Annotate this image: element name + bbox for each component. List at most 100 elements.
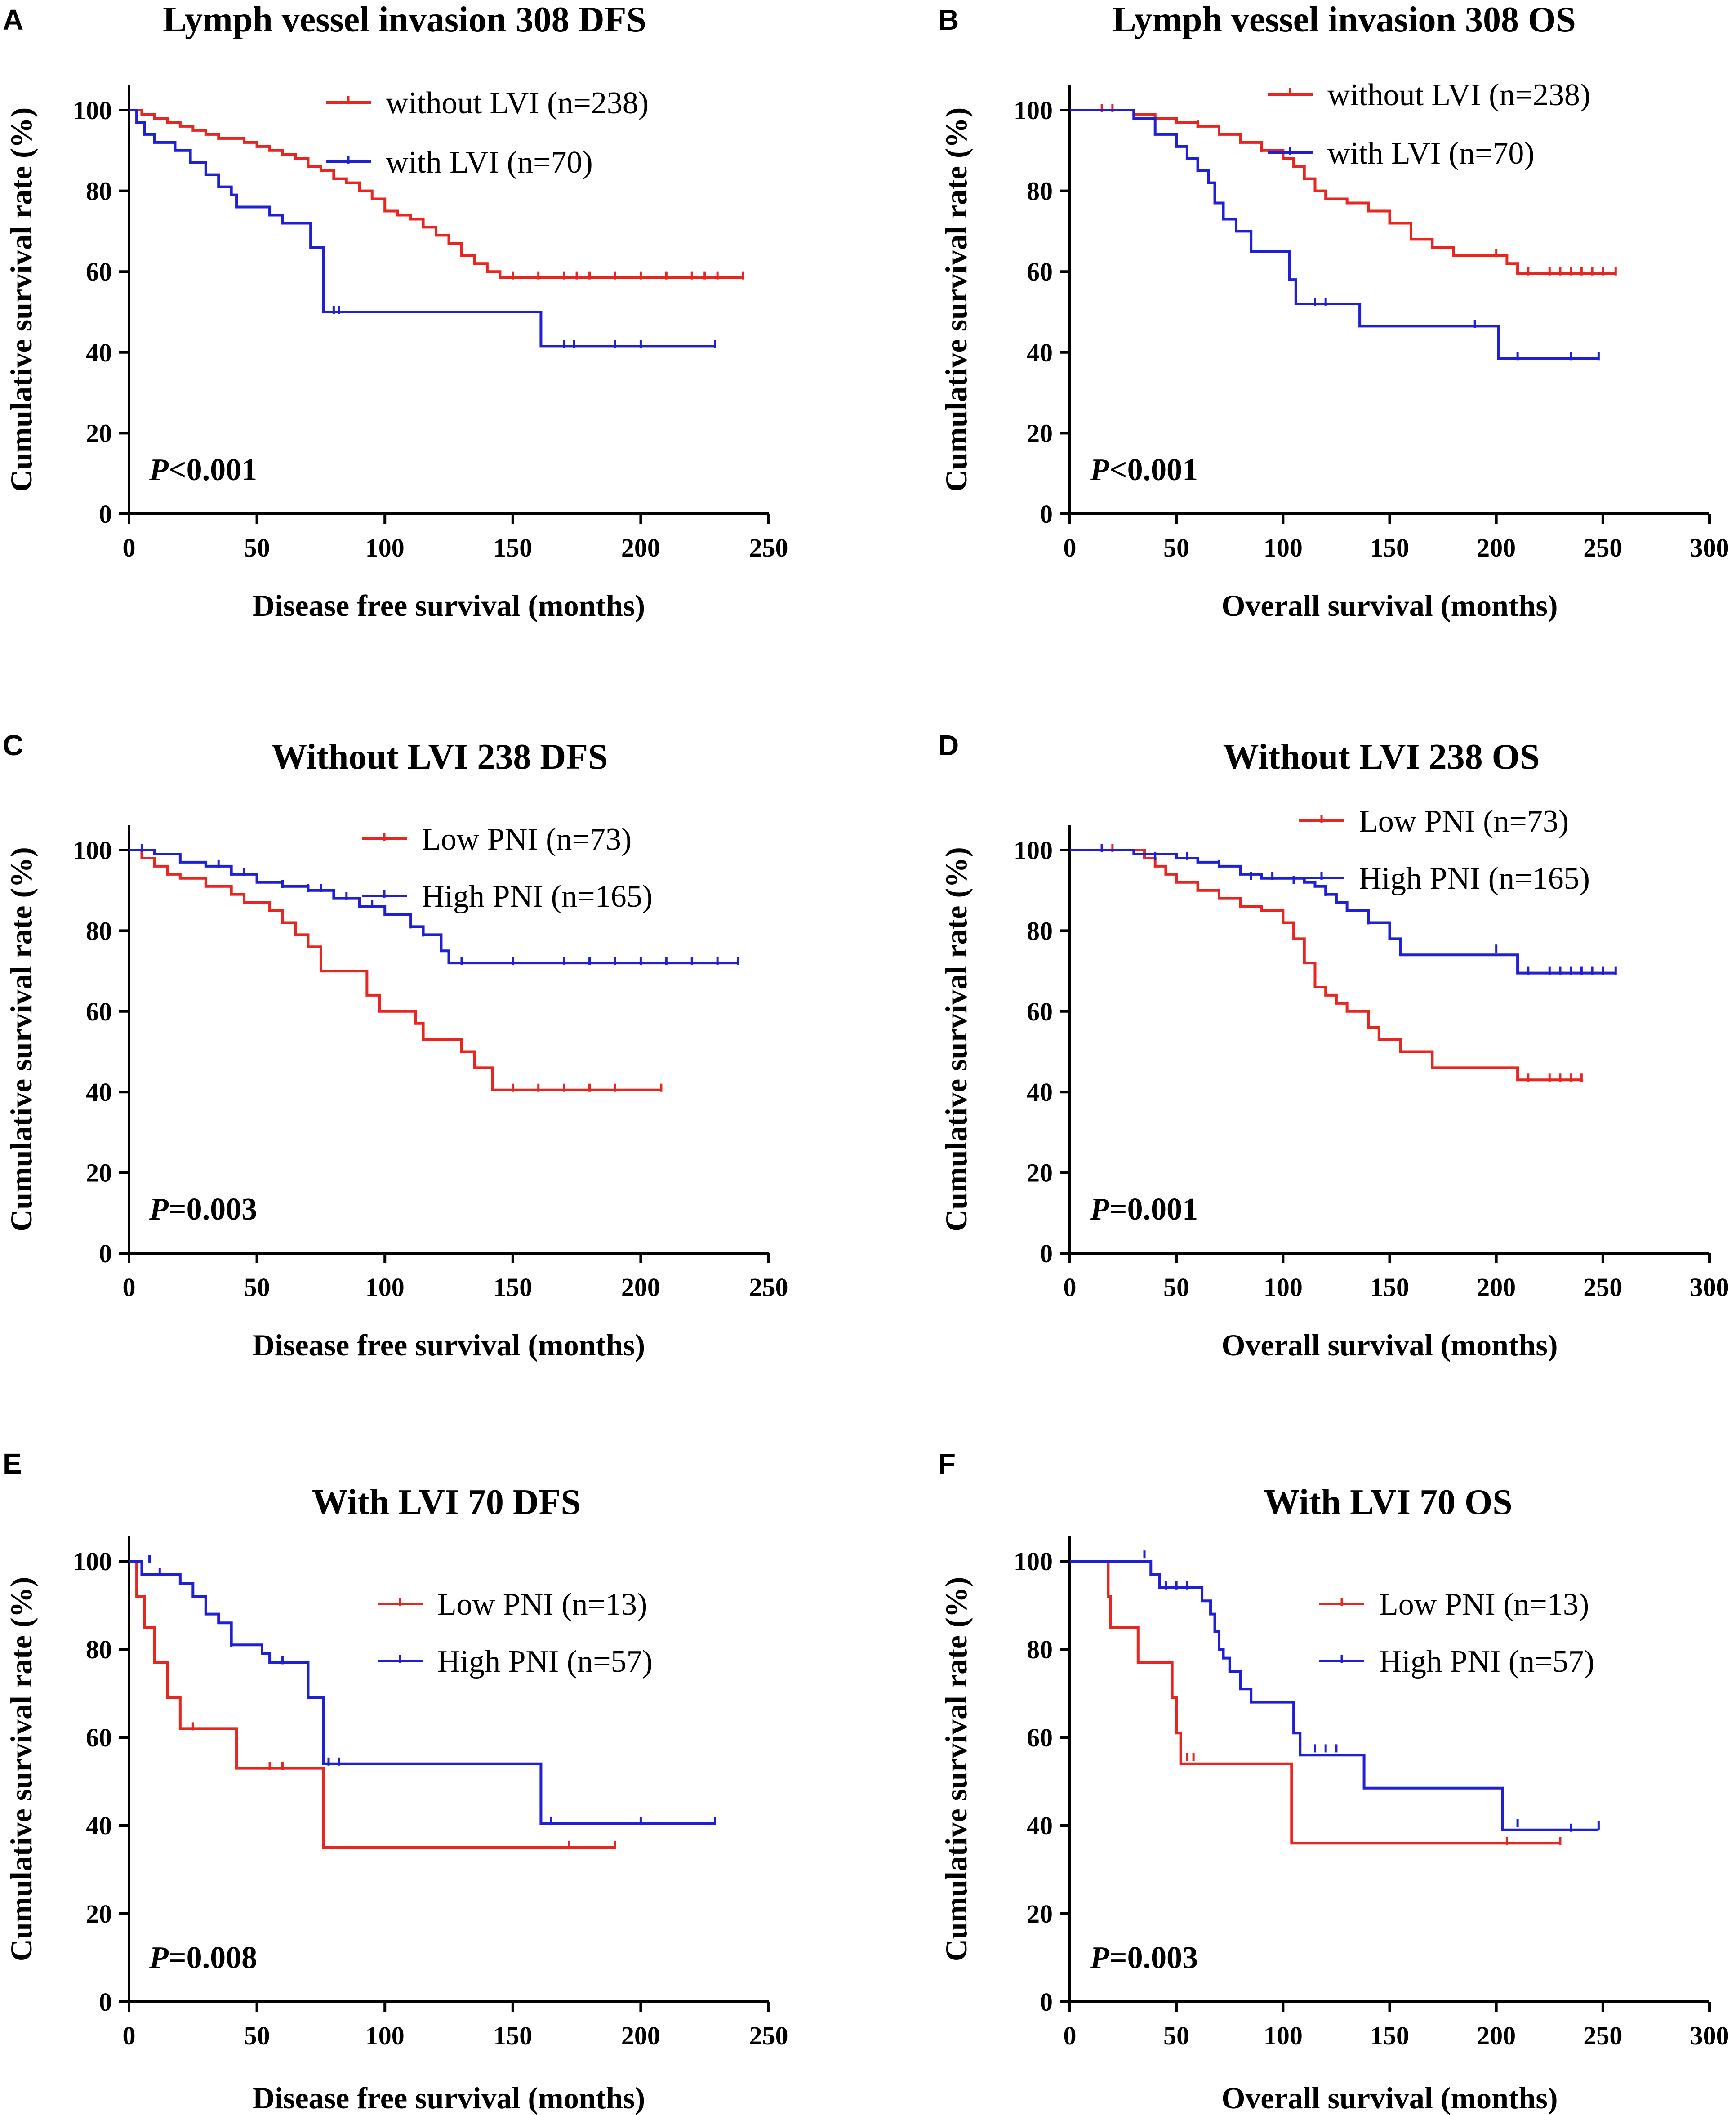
- x-tick-label: 200: [621, 533, 660, 562]
- legend-label: High PNI (n=165): [422, 879, 653, 914]
- x-tick-label: 250: [749, 2021, 788, 2050]
- x-tick-label: 100: [365, 2021, 405, 2050]
- x-tick-label: 300: [1690, 1273, 1729, 1302]
- y-tick-label: 60: [1027, 257, 1053, 286]
- panel-f: F With LVI 70 OS 0 20 40 60 80 100 0 50 100 150 200 2…: [938, 1447, 1729, 2115]
- y-tick-label: 20: [86, 419, 112, 448]
- chart-title: With LVI 70 OS: [1264, 1483, 1513, 1522]
- x-tick-label: 50: [244, 2021, 270, 2050]
- y-tick-label: 0: [1040, 1987, 1053, 2017]
- y-tick-label: 40: [1027, 338, 1053, 367]
- y-tick-label: 0: [99, 1239, 112, 1268]
- x-tick-label: 50: [1163, 2021, 1189, 2050]
- y-tick-label: 100: [73, 836, 112, 865]
- y-axis-title: Cumulative survival rate (%): [939, 107, 973, 492]
- legend-label: Low PNI (n=13): [437, 1587, 647, 1622]
- x-tick-label: 300: [1690, 533, 1729, 562]
- y-tick-label: 80: [86, 177, 112, 206]
- legend-label: without LVI (n=238): [386, 86, 649, 120]
- legend-label: without LVI (n=238): [1327, 78, 1590, 112]
- panel-d: D Without LVI 238 OS 0 20 40 60 80 100 0 50 100 150…: [938, 729, 1729, 1362]
- chart-title: Lymph vessel invasion 308 DFS: [163, 0, 646, 40]
- panel-letter: B: [938, 4, 959, 36]
- y-tick-label: 0: [99, 499, 112, 529]
- x-tick-label: 150: [1370, 533, 1409, 562]
- chart-title: With LVI 70 DFS: [312, 1483, 581, 1522]
- y-tick-label: 40: [1027, 1078, 1053, 1107]
- legend-label: High PNI (n=57): [1379, 1644, 1594, 1679]
- x-axis-title: Overall survival (months): [1222, 2081, 1558, 2115]
- panel-letter: C: [3, 729, 23, 761]
- x-tick-label: 150: [1370, 2021, 1409, 2050]
- panel-c: C Without LVI 238 DFS 0 20 40 60 80 100 0 50 100 15…: [3, 729, 788, 1362]
- series-line-0: [129, 849, 661, 1091]
- panel-letter: E: [3, 1447, 22, 1480]
- chart-title: Without LVI 238 OS: [1223, 737, 1540, 777]
- series-line-0: [1070, 1560, 1560, 1845]
- chart-title: Lymph vessel invasion 308 OS: [1112, 0, 1576, 40]
- p-value: P=0.001: [1090, 1192, 1198, 1227]
- x-axis-title: Disease free survival (months): [253, 1328, 645, 1362]
- x-tick-label: 200: [621, 2021, 660, 2050]
- p-value: P<0.001: [1090, 453, 1198, 487]
- x-tick-label: 150: [493, 1273, 532, 1302]
- x-axis-title: Overall survival (months): [1222, 588, 1558, 623]
- x-tick-label: 50: [1163, 1273, 1189, 1302]
- x-tick-label: 100: [1264, 2021, 1303, 2050]
- x-tick-label: 50: [244, 533, 270, 562]
- y-tick-label: 60: [86, 257, 112, 286]
- legend-label: Low PNI (n=73): [1359, 804, 1569, 839]
- p-value: P=0.003: [1090, 1941, 1198, 1975]
- series-line-1: [129, 109, 715, 348]
- chart-title: Without LVI 238 DFS: [271, 737, 608, 777]
- panel-e: E With LVI 70 DFS 0 20 40 60 80 100 0 50 100 150 200…: [3, 1447, 788, 2115]
- x-tick-label: 100: [1264, 533, 1303, 562]
- y-tick-label: 80: [1027, 916, 1053, 945]
- series-line-0: [129, 1560, 615, 1849]
- legend-label: with LVI (n=70): [386, 145, 593, 180]
- y-tick-label: 0: [1040, 499, 1053, 529]
- series-line-1: [1070, 849, 1616, 975]
- y-tick-label: 60: [86, 1723, 112, 1752]
- panel-b: B Lymph vessel invasion 308 OS 0 20 40 60 80 10…: [938, 0, 1729, 623]
- x-tick-label: 50: [244, 1273, 270, 1302]
- series-line-1: [129, 849, 738, 965]
- x-tick-label: 0: [1064, 2021, 1077, 2050]
- y-tick-label: 100: [73, 1547, 112, 1576]
- x-tick-label: 100: [1264, 1273, 1303, 1302]
- y-tick-label: 60: [1027, 997, 1053, 1026]
- panel-letter: D: [938, 729, 959, 761]
- y-tick-label: 100: [1014, 96, 1053, 125]
- x-tick-label: 200: [1477, 533, 1516, 562]
- y-tick-label: 0: [1040, 1239, 1053, 1268]
- x-tick-label: 200: [1477, 1273, 1516, 1302]
- p-value: P=0.003: [149, 1192, 257, 1227]
- x-tick-label: 250: [1583, 533, 1622, 562]
- y-axis-title: Cumulative survival rate (%): [939, 847, 973, 1232]
- series-line-0: [1070, 109, 1616, 275]
- y-tick-label: 80: [1027, 1635, 1053, 1664]
- x-tick-label: 300: [1690, 2021, 1729, 2050]
- y-tick-label: 100: [1014, 836, 1053, 865]
- y-axis-title: Cumulative survival rate (%): [939, 1577, 973, 1962]
- legend-label: Low PNI (n=13): [1379, 1587, 1589, 1622]
- series-line-1: [129, 1560, 715, 1825]
- x-axis-title: Overall survival (months): [1222, 1328, 1558, 1362]
- x-tick-label: 100: [365, 1273, 405, 1302]
- y-axis-title: Cumulative survival rate (%): [4, 107, 38, 492]
- y-tick-label: 60: [1027, 1723, 1053, 1752]
- x-tick-label: 150: [493, 2021, 532, 2050]
- x-tick-label: 250: [1583, 2021, 1622, 2050]
- series-line-1: [1070, 1560, 1599, 1831]
- y-axis-title: Cumulative survival rate (%): [4, 1577, 38, 1962]
- p-value: P<0.001: [149, 453, 257, 487]
- x-tick-label: 100: [365, 533, 405, 562]
- x-tick-label: 150: [1370, 1273, 1409, 1302]
- y-tick-label: 20: [1027, 419, 1053, 448]
- y-tick-label: 40: [86, 338, 112, 367]
- y-tick-label: 80: [86, 1635, 112, 1664]
- x-tick-label: 0: [123, 533, 136, 562]
- y-tick-label: 40: [1027, 1811, 1053, 1840]
- legend-label: High PNI (n=165): [1359, 861, 1590, 896]
- series-line-0: [1070, 849, 1582, 1082]
